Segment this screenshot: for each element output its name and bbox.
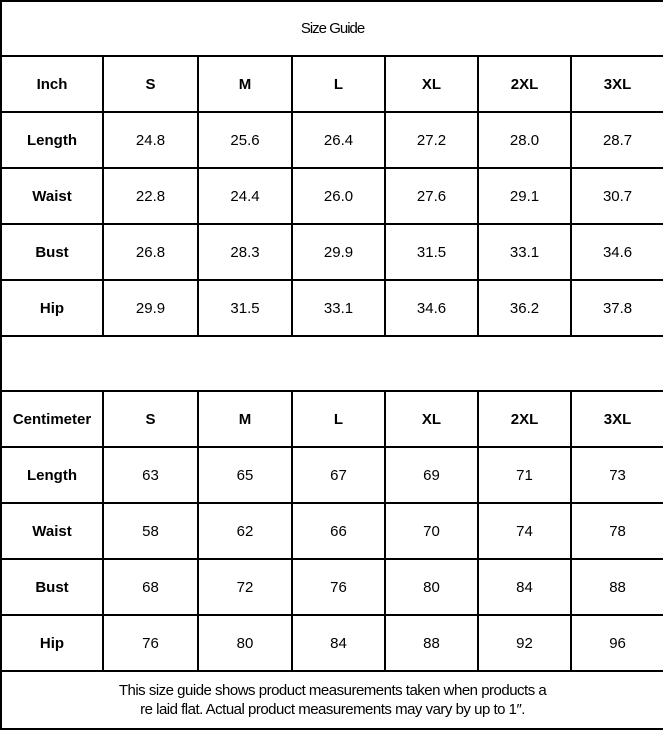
size-value: 58 <box>102 502 199 560</box>
cm-waist-row: Waist 58 62 66 70 74 78 <box>0 502 663 560</box>
size-value: 26.8 <box>102 223 199 281</box>
size-value: 78 <box>569 502 663 560</box>
column-header-xl: XL <box>384 55 479 113</box>
cm-length-row: Length 63 65 67 69 71 73 <box>0 446 663 504</box>
size-value: 62 <box>197 502 293 560</box>
size-value: 33.1 <box>291 279 386 337</box>
column-header-s: S <box>102 55 199 113</box>
size-value: 84 <box>291 614 386 672</box>
cm-hip-row: Hip 76 80 84 88 92 96 <box>0 614 663 672</box>
size-value: 67 <box>291 446 386 504</box>
size-value: 33.1 <box>477 223 572 281</box>
size-value: 65 <box>197 446 293 504</box>
size-value: 63 <box>102 446 199 504</box>
column-header-xl: XL <box>384 390 479 448</box>
size-value: 26.4 <box>291 111 386 169</box>
size-value: 76 <box>291 558 386 616</box>
column-header-m: M <box>197 390 293 448</box>
title-row: Size Guide <box>0 0 663 57</box>
size-value: 24.8 <box>102 111 199 169</box>
size-value: 34.6 <box>384 279 479 337</box>
size-value: 88 <box>569 558 663 616</box>
cm-bust-row: Bust 68 72 76 80 84 88 <box>0 558 663 616</box>
size-value: 34.6 <box>569 223 663 281</box>
size-value: 29.1 <box>477 167 572 225</box>
size-value: 76 <box>102 614 199 672</box>
footnote-row: This size guide shows product measuremen… <box>0 670 663 730</box>
row-label: Waist <box>0 502 104 560</box>
size-value: 69 <box>384 446 479 504</box>
size-value: 28.7 <box>569 111 663 169</box>
size-value: 92 <box>477 614 572 672</box>
size-value: 88 <box>384 614 479 672</box>
cm-header-row: Centimeter S M L XL 2XL 3XL <box>0 390 663 448</box>
inch-bust-row: Bust 26.8 28.3 29.9 31.5 33.1 34.6 <box>0 223 663 281</box>
page-title: Size Guide <box>0 0 663 57</box>
size-value: 70 <box>384 502 479 560</box>
size-value: 28.0 <box>477 111 572 169</box>
column-header-m: M <box>197 55 293 113</box>
size-value: 27.2 <box>384 111 479 169</box>
inch-waist-row: Waist 22.8 24.4 26.0 27.6 29.1 30.7 <box>0 167 663 225</box>
size-value: 72 <box>197 558 293 616</box>
column-header-centimeter: Centimeter <box>0 390 104 448</box>
column-header-l: L <box>291 55 386 113</box>
footnote-line-1: This size guide shows product measuremen… <box>118 682 547 699</box>
size-value: 26.0 <box>291 167 386 225</box>
footnote: This size guide shows product measuremen… <box>0 670 663 730</box>
row-label: Length <box>0 446 104 504</box>
size-value: 28.3 <box>197 223 293 281</box>
size-value: 27.6 <box>384 167 479 225</box>
size-value: 74 <box>477 502 572 560</box>
size-value: 68 <box>102 558 199 616</box>
column-header-inch: Inch <box>0 55 104 113</box>
column-header-3xl: 3XL <box>569 390 663 448</box>
inch-header-row: Inch S M L XL 2XL 3XL <box>0 55 663 113</box>
row-label: Bust <box>0 558 104 616</box>
size-value: 30.7 <box>569 167 663 225</box>
size-value: 80 <box>384 558 479 616</box>
inch-hip-row: Hip 29.9 31.5 33.1 34.6 36.2 37.8 <box>0 279 663 337</box>
row-label: Hip <box>0 279 104 337</box>
size-value: 73 <box>569 446 663 504</box>
footnote-line-2: re laid flat. Actual product measurement… <box>140 701 525 718</box>
row-label: Waist <box>0 167 104 225</box>
inch-length-row: Length 24.8 25.6 26.4 27.2 28.0 28.7 <box>0 111 663 169</box>
row-label: Bust <box>0 223 104 281</box>
column-header-3xl: 3XL <box>569 55 663 113</box>
column-header-2xl: 2XL <box>477 55 572 113</box>
column-header-l: L <box>291 390 386 448</box>
size-value: 71 <box>477 446 572 504</box>
size-value: 66 <box>291 502 386 560</box>
size-value: 24.4 <box>197 167 293 225</box>
size-value: 37.8 <box>569 279 663 337</box>
size-value: 80 <box>197 614 293 672</box>
size-value: 84 <box>477 558 572 616</box>
row-label: Hip <box>0 614 104 672</box>
size-value: 31.5 <box>197 279 293 337</box>
spacer-cell <box>0 335 663 392</box>
column-header-s: S <box>102 390 199 448</box>
size-value: 31.5 <box>384 223 479 281</box>
column-header-2xl: 2XL <box>477 390 572 448</box>
row-label: Length <box>0 111 104 169</box>
size-value: 96 <box>569 614 663 672</box>
spacer-row <box>0 335 663 392</box>
size-value: 29.9 <box>291 223 386 281</box>
size-value: 29.9 <box>102 279 199 337</box>
size-value: 36.2 <box>477 279 572 337</box>
size-value: 25.6 <box>197 111 293 169</box>
size-value: 22.8 <box>102 167 199 225</box>
